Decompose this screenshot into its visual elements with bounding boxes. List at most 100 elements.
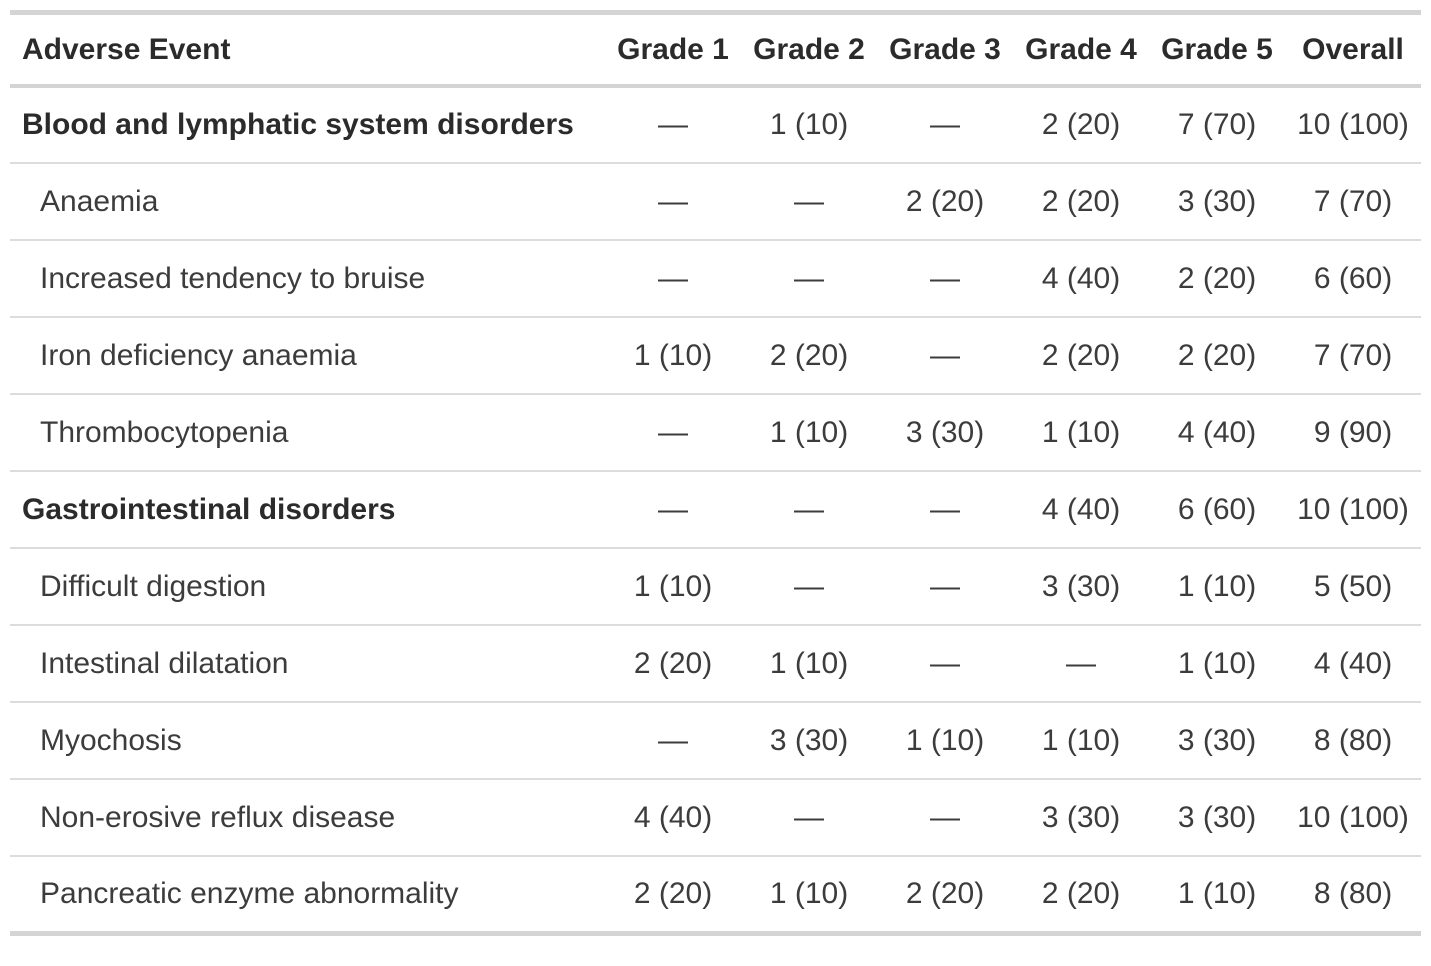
- table-row: Iron deficiency anaemia 1 (10) 2 (20) — …: [10, 316, 1421, 394]
- cell-value: 2 (20): [605, 855, 741, 933]
- cell-value: 7 (70): [1177, 108, 1257, 141]
- cell-value: —: [877, 316, 1013, 394]
- cell-value: 9 (90): [1285, 393, 1421, 471]
- row-label: Anaemia: [10, 162, 605, 240]
- category-row: Blood and lymphatic system disorders — 1…: [10, 86, 1421, 163]
- cell-value: 1 (10): [1149, 624, 1285, 702]
- cell-value: —: [605, 470, 741, 548]
- cell-value: 1 (10): [741, 855, 877, 933]
- table-row: Thrombocytopenia — 1 (10) 3 (30) 1 (10) …: [10, 393, 1421, 471]
- cell-value: 6 (60): [1285, 239, 1421, 317]
- cell-value: 3 (30): [1013, 778, 1149, 856]
- cell-value: —: [741, 162, 877, 240]
- cell-value: 4 (40): [605, 778, 741, 856]
- row-label: Blood and lymphatic system disorders: [22, 108, 574, 141]
- row-label: Non-erosive reflux disease: [10, 778, 605, 856]
- row-label: Myochosis: [10, 701, 605, 779]
- row-label: Increased tendency to bruise: [10, 239, 605, 317]
- cell-value: —: [658, 108, 688, 141]
- cell-value: 10 (100): [1285, 778, 1421, 856]
- cell-value: 3 (30): [741, 701, 877, 779]
- table-row: Intestinal dilatation 2 (20) 1 (10) — — …: [10, 624, 1421, 702]
- row-label: Thrombocytopenia: [10, 393, 605, 471]
- cell-value: —: [741, 470, 877, 548]
- cell-value: 3 (30): [877, 393, 1013, 471]
- cell-value: 2 (20): [877, 855, 1013, 933]
- cell-value: 3 (30): [1013, 547, 1149, 625]
- cell-value: 2 (20): [877, 162, 1013, 240]
- cell-value: —: [605, 701, 741, 779]
- cell-value: 1 (10): [1149, 855, 1285, 933]
- table-header: Adverse Event Grade 1 Grade 2 Grade 3 Gr…: [10, 12, 1421, 88]
- cell-value: 3 (30): [1149, 778, 1285, 856]
- row-label: Pancreatic enzyme abnormality: [10, 855, 605, 933]
- cell-value: 1 (10): [769, 108, 849, 141]
- cell-value: —: [741, 778, 877, 856]
- cell-value: —: [605, 162, 741, 240]
- column-header-grade-2: Grade 2: [741, 12, 877, 88]
- table-row: Myochosis — 3 (30) 1 (10) 1 (10) 3 (30) …: [10, 701, 1421, 779]
- cell-value: 1 (10): [1013, 393, 1149, 471]
- adverse-events-table-container: Adverse Event Grade 1 Grade 2 Grade 3 Gr…: [10, 10, 1421, 936]
- cell-value: 1 (10): [877, 701, 1013, 779]
- cell-value: —: [605, 239, 741, 317]
- cell-value: 1 (10): [605, 547, 741, 625]
- cell-value: —: [877, 470, 1013, 548]
- cell-value: 1 (10): [1149, 547, 1285, 625]
- column-header-adverse-event: Adverse Event: [10, 12, 605, 88]
- cell-value: 1 (10): [605, 316, 741, 394]
- table-row: Pancreatic enzyme abnormality 2 (20) 1 (…: [10, 855, 1421, 933]
- column-header-overall: Overall: [1285, 12, 1421, 88]
- adverse-events-table: Adverse Event Grade 1 Grade 2 Grade 3 Gr…: [10, 10, 1421, 936]
- header-row: Adverse Event Grade 1 Grade 2 Grade 3 Gr…: [10, 12, 1421, 88]
- column-header-grade-3: Grade 3: [877, 12, 1013, 88]
- table-row: Increased tendency to bruise — — — 4 (40…: [10, 239, 1421, 317]
- category-row: Gastrointestinal disorders — — — 4 (40) …: [10, 470, 1421, 548]
- cell-value: —: [877, 239, 1013, 317]
- row-label: Difficult digestion: [10, 547, 605, 625]
- row-label: Intestinal dilatation: [10, 624, 605, 702]
- cell-value: 8 (80): [1285, 701, 1421, 779]
- cell-value: 7 (70): [1285, 162, 1421, 240]
- cell-value: 2 (20): [1013, 855, 1149, 933]
- row-label: Iron deficiency anaemia: [10, 316, 605, 394]
- cell-value: —: [741, 547, 877, 625]
- cell-value: —: [877, 624, 1013, 702]
- cell-value: 2 (20): [1041, 108, 1121, 141]
- cell-value: —: [741, 239, 877, 317]
- cell-value: 7 (70): [1285, 316, 1421, 394]
- cell-value: 2 (20): [741, 316, 877, 394]
- cell-value: 4 (40): [1149, 393, 1285, 471]
- cell-value: 10 (100): [1285, 470, 1421, 548]
- cell-value: 3 (30): [1149, 701, 1285, 779]
- cell-value: 2 (20): [1013, 316, 1149, 394]
- cell-value: 4 (40): [1013, 470, 1149, 548]
- cell-value: 6 (60): [1149, 470, 1285, 548]
- cell-value: 8 (80): [1285, 855, 1421, 933]
- column-header-grade-5: Grade 5: [1149, 12, 1285, 88]
- table-row: Anaemia — — 2 (20) 2 (20) 3 (30) 7 (70): [10, 162, 1421, 240]
- cell-value: 5 (50): [1285, 547, 1421, 625]
- cell-value: 2 (20): [1149, 316, 1285, 394]
- cell-value: 2 (20): [1149, 239, 1285, 317]
- cell-value: 3 (30): [1149, 162, 1285, 240]
- table-body: Blood and lymphatic system disorders — 1…: [10, 86, 1421, 933]
- cell-value: 1 (10): [741, 624, 877, 702]
- cell-value: 4 (40): [1285, 624, 1421, 702]
- cell-value: —: [1013, 624, 1149, 702]
- cell-value: 1 (10): [1013, 701, 1149, 779]
- cell-value: —: [930, 108, 960, 141]
- cell-value: 2 (20): [1013, 162, 1149, 240]
- column-header-grade-4: Grade 4: [1013, 12, 1149, 88]
- row-label: Gastrointestinal disorders: [10, 470, 605, 548]
- table-row: Difficult digestion 1 (10) — — 3 (30) 1 …: [10, 547, 1421, 625]
- cell-value: 10 (100): [1297, 108, 1409, 141]
- column-header-grade-1: Grade 1: [605, 12, 741, 88]
- cell-value: 4 (40): [1013, 239, 1149, 317]
- cell-value: —: [877, 547, 1013, 625]
- table-row: Non-erosive reflux disease 4 (40) — — 3 …: [10, 778, 1421, 856]
- cell-value: 2 (20): [605, 624, 741, 702]
- cell-value: —: [877, 778, 1013, 856]
- cell-value: —: [605, 393, 741, 471]
- cell-value: 1 (10): [741, 393, 877, 471]
